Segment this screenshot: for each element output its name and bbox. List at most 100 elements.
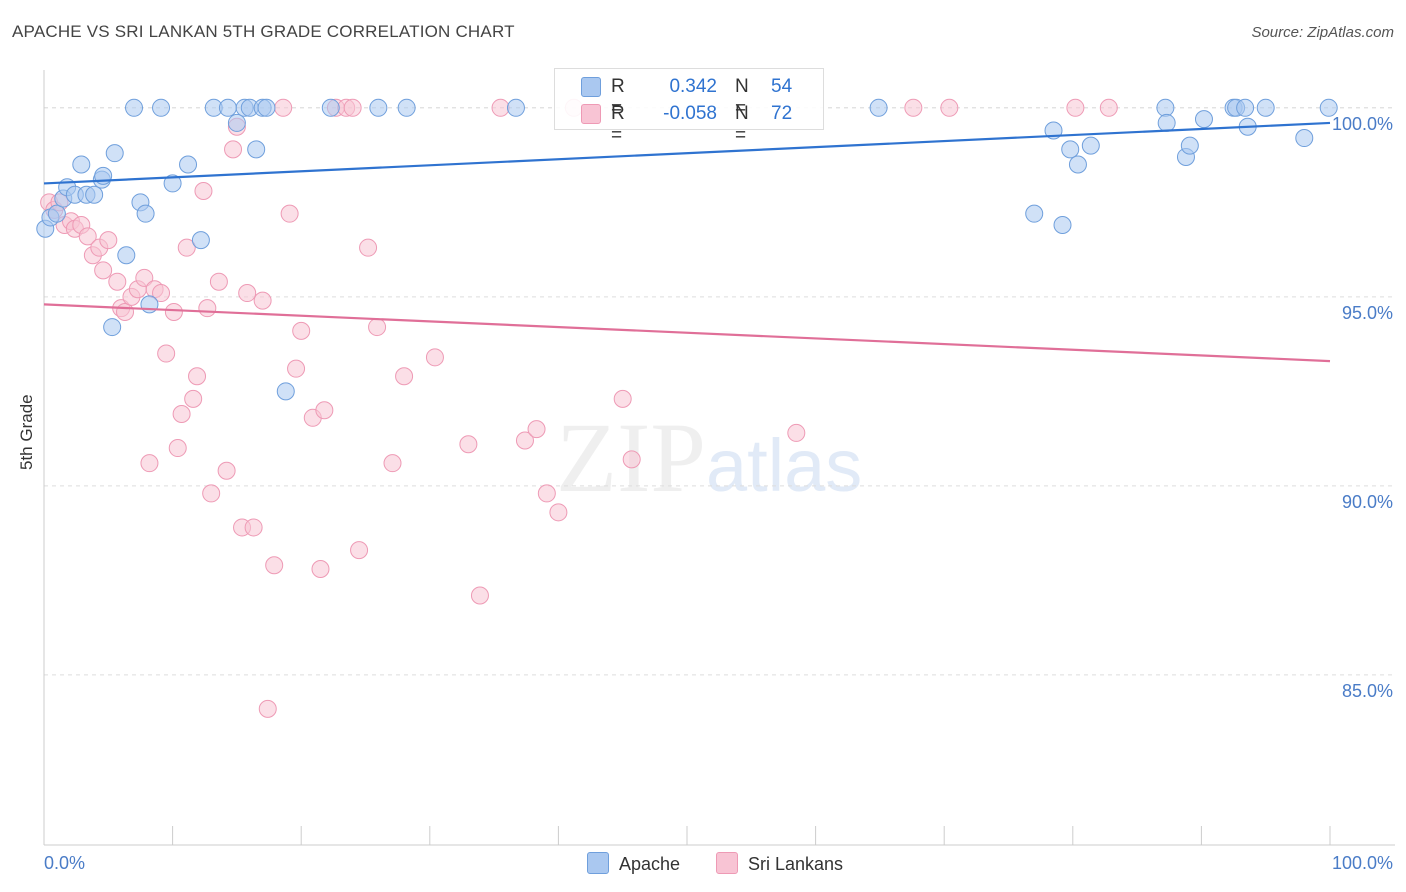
correlation-legend: R = 0.342 N = 54 R = -0.058 N = 72 bbox=[554, 68, 824, 146]
apache-r-value: 0.342 bbox=[669, 76, 717, 97]
apache-point bbox=[1068, 155, 1087, 174]
sri-lankans-point bbox=[350, 541, 369, 560]
apache-point bbox=[1081, 136, 1100, 155]
apache-r-label: R = bbox=[611, 76, 625, 119]
sri-lankans-point bbox=[194, 181, 213, 200]
sri-lankans-point bbox=[209, 272, 228, 291]
apache-point bbox=[136, 204, 155, 223]
sri-lankans-point bbox=[280, 204, 299, 223]
apache-point bbox=[506, 98, 525, 117]
apache-point bbox=[1053, 216, 1072, 234]
sri-lankans-point bbox=[99, 231, 118, 250]
apache-point bbox=[163, 174, 182, 193]
sri-lankans-point bbox=[904, 98, 923, 117]
x-tick-label: 100.0% bbox=[1332, 853, 1393, 873]
apache-point bbox=[227, 113, 246, 132]
apache-point bbox=[369, 98, 388, 117]
sri-lankans-point bbox=[613, 389, 632, 408]
chart-source: Source: ZipAtlas.com bbox=[1251, 24, 1394, 41]
sri-lankans-point bbox=[152, 284, 171, 303]
apache-point bbox=[105, 144, 124, 163]
sri-lankans-point bbox=[287, 359, 306, 378]
sri-lankans-point bbox=[549, 503, 568, 522]
bottom-apache-swatch bbox=[587, 852, 609, 874]
watermark: ZIPatlas bbox=[556, 400, 862, 515]
apache-point bbox=[1319, 98, 1338, 117]
sri-r-label: R = bbox=[611, 103, 625, 146]
sri-lankans-point bbox=[168, 439, 187, 458]
apache-trend-line bbox=[43, 121, 1331, 185]
apache-point bbox=[1236, 98, 1255, 117]
sri-n-value: 72 bbox=[771, 103, 793, 124]
sri-lankans-point bbox=[359, 238, 378, 257]
sri-lankans-point bbox=[188, 367, 207, 386]
bottom-legend-apache: Apache bbox=[587, 852, 680, 875]
bottom-apache-label: Apache bbox=[619, 854, 681, 874]
sri-lankans-point bbox=[135, 268, 154, 287]
sri-lankans-point bbox=[1099, 98, 1118, 117]
axes bbox=[43, 70, 1395, 846]
sri-lankans-point bbox=[622, 450, 641, 469]
apache-point bbox=[1156, 98, 1175, 117]
sri-lankans-point bbox=[368, 318, 387, 337]
sri-lankans-point bbox=[78, 227, 97, 246]
sri-lankans-point bbox=[537, 484, 556, 503]
apache-point bbox=[1256, 98, 1275, 117]
sri-lankans-point bbox=[184, 389, 203, 408]
sri-lankans-point bbox=[140, 454, 159, 473]
sri-lankans-point bbox=[527, 420, 546, 439]
apache-point bbox=[1194, 110, 1213, 129]
sri-lankans-point bbox=[395, 367, 414, 386]
trend-lines bbox=[43, 121, 1331, 363]
sri-lankans-point bbox=[311, 560, 330, 579]
apache-point bbox=[276, 382, 295, 401]
sri-lankans-point bbox=[253, 291, 272, 310]
sri-lankans-point bbox=[265, 556, 284, 575]
sri-lankans-point bbox=[108, 272, 127, 291]
gridlines bbox=[44, 107, 1395, 676]
sri-lankans-point bbox=[172, 405, 191, 424]
y-tick-label: 100.0% bbox=[1332, 114, 1393, 134]
sri-lankans-point bbox=[315, 401, 334, 420]
apache-point bbox=[218, 98, 237, 117]
bottom-legend-sri-lankans: Sri Lankans bbox=[716, 852, 843, 875]
apache-point bbox=[152, 98, 171, 117]
apache-n-value: 54 bbox=[771, 76, 793, 97]
apache-point bbox=[1180, 136, 1199, 155]
apache-point bbox=[72, 155, 91, 174]
chart-title: APACHE VS SRI LANKAN 5TH GRADE CORRELATI… bbox=[12, 22, 515, 41]
sri-lankans-trend-line bbox=[43, 303, 1331, 363]
x-tick-label: 0.0% bbox=[44, 853, 85, 873]
sri-lankans-point bbox=[425, 348, 444, 367]
apache-point bbox=[1157, 113, 1176, 132]
sri-lankans-point bbox=[116, 302, 135, 321]
apache-point bbox=[85, 185, 104, 204]
apache-point bbox=[125, 98, 144, 117]
watermark-atlas: atlas bbox=[706, 424, 863, 507]
sri-lankans-point bbox=[343, 98, 362, 117]
sri-lankans-point bbox=[94, 261, 113, 280]
sri-lankans-point bbox=[177, 238, 196, 257]
sri-lankans-point bbox=[787, 423, 806, 442]
y-tick-label: 95.0% bbox=[1342, 303, 1393, 323]
sri-lankans-point bbox=[292, 321, 311, 340]
apache-point bbox=[1061, 140, 1080, 159]
apache-point bbox=[1295, 129, 1314, 148]
series-sri-lankans bbox=[40, 98, 1118, 718]
sri-lankans-point bbox=[274, 98, 293, 117]
sri-lankans-point bbox=[491, 98, 510, 117]
apache-point bbox=[257, 98, 276, 117]
apache-point bbox=[869, 98, 888, 117]
sri-lankans-point bbox=[198, 299, 217, 318]
bottom-sri-swatch bbox=[716, 852, 738, 874]
sri-lankans-point bbox=[202, 484, 221, 503]
bottom-sri-label: Sri Lankans bbox=[748, 854, 844, 874]
sri-lankans-point bbox=[940, 98, 959, 117]
sri-lankans-point bbox=[515, 431, 534, 450]
sri-lankans-point bbox=[258, 699, 277, 718]
y-tick-label: 85.0% bbox=[1342, 681, 1393, 701]
apache-point bbox=[321, 98, 340, 117]
sri-r-value: -0.058 bbox=[663, 103, 717, 124]
sri-lankans-point bbox=[164, 302, 183, 321]
